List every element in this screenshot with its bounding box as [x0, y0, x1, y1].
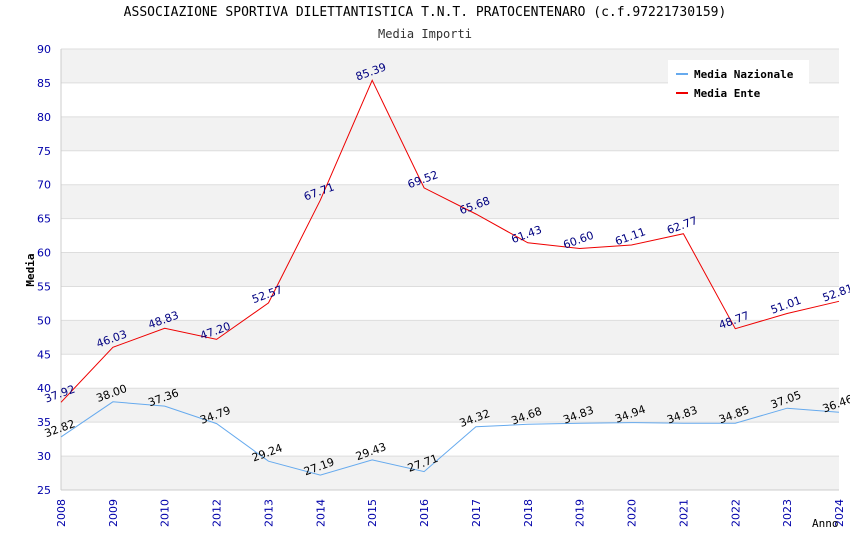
grid-band: [61, 320, 839, 355]
grid-band: [61, 116, 839, 151]
y-tick-label: 25: [37, 484, 51, 497]
x-tick-label: 2010: [159, 499, 172, 527]
x-axis-title: Anno: [812, 517, 839, 530]
y-tick-label: 80: [37, 111, 51, 124]
y-tick-label: 50: [37, 314, 51, 327]
x-tick-label: 2022: [729, 499, 742, 527]
y-tick-label: 65: [37, 213, 51, 226]
y-axis-title: Media: [24, 253, 37, 286]
legend-box: [668, 60, 809, 101]
series-line-media-ente: [60, 79, 840, 403]
x-tick-label: 2008: [55, 499, 68, 527]
x-tick-label: 2016: [418, 499, 431, 527]
grid-band: [61, 456, 839, 490]
x-tick-label: 2021: [677, 499, 690, 527]
y-tick-label: 55: [37, 280, 51, 293]
legend-label: Media Ente: [694, 87, 761, 100]
series-line-media-nazionale: [60, 401, 840, 476]
x-tick-label: 2024: [833, 499, 846, 527]
x-tick-label: 2018: [522, 499, 535, 527]
grid-band: [61, 184, 839, 219]
chart-subtitle: Media Importi: [378, 27, 472, 41]
x-tick-label: 2009: [107, 499, 120, 527]
x-tick-label: 2013: [262, 499, 275, 527]
y-tick-label: 40: [37, 382, 51, 395]
x-tick-label: 2012: [211, 499, 224, 527]
y-tick-label: 85: [37, 77, 51, 90]
grid-band: [61, 252, 839, 287]
x-tick-label: 2015: [366, 499, 379, 527]
legend-label: Media Nazionale: [694, 68, 794, 81]
grid-band: [61, 388, 839, 423]
y-tick-label: 30: [37, 450, 51, 463]
y-tick-label: 70: [37, 179, 51, 192]
y-tick-label: 60: [37, 247, 51, 260]
x-tick-label: 2020: [626, 499, 639, 527]
x-tick-label: 2023: [781, 499, 794, 527]
y-tick-label: 90: [37, 43, 51, 56]
y-tick-label: 75: [37, 145, 51, 158]
x-tick-label: 2014: [314, 499, 327, 527]
y-tick-label: 45: [37, 348, 51, 361]
y-tick-label: 35: [37, 416, 51, 429]
chart-title: ASSOCIAZIONE SPORTIVA DILETTANTISTICA T.…: [123, 5, 727, 20]
x-tick-label: 2019: [574, 499, 587, 527]
data-label: 51.01: [769, 294, 803, 317]
x-tick-label: 2017: [470, 499, 483, 527]
